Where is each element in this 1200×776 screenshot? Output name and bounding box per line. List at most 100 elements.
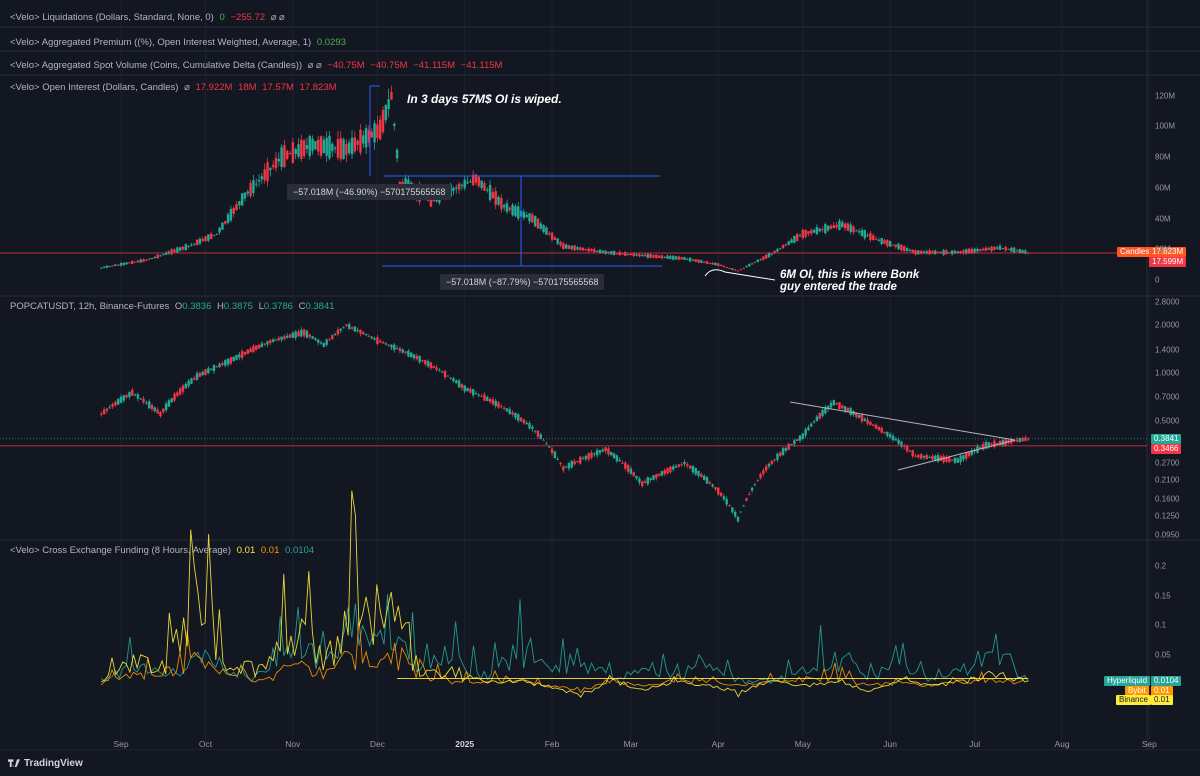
oi-candle [280, 147, 283, 168]
hyperliquid-badge-name: Hyperliquid [1104, 676, 1151, 686]
price-candle [364, 333, 368, 336]
price-candle [666, 467, 669, 474]
price-candle [1024, 437, 1027, 441]
price-candle [962, 454, 965, 460]
oi-candle [925, 251, 928, 254]
tradingview-brand: TradingView [24, 758, 83, 769]
oi-candle [542, 225, 545, 233]
y-tick-label: 0 [1155, 275, 1160, 285]
price-candle [903, 445, 906, 447]
oi-candle [319, 136, 323, 156]
funding-legend[interactable]: <Velo> Cross Exchange Funding (8 Hours, … [10, 545, 317, 556]
price-candle [387, 344, 390, 346]
x-tick-label: Jun [883, 739, 897, 749]
price-candle [274, 339, 278, 341]
price-candle [102, 409, 106, 415]
price-candle [173, 393, 176, 401]
oi-candle [460, 184, 464, 186]
price-candle [559, 462, 562, 465]
oi-candle [657, 255, 661, 258]
price-candle [100, 413, 103, 415]
oi-candle [562, 243, 565, 250]
oi-candle [970, 248, 974, 253]
price-candle [297, 331, 300, 337]
price-candle [457, 380, 461, 388]
oi-candle [122, 262, 126, 265]
oi-candle [322, 139, 326, 154]
price-candle [147, 401, 151, 409]
oi-candle [652, 255, 655, 258]
price-candle [697, 470, 700, 476]
spot-volume-legend[interactable]: <Velo> Aggregated Spot Volume (Coins, Cu… [10, 60, 505, 71]
x-tick-label: May [794, 739, 811, 749]
oi-candle [136, 260, 140, 263]
price-candle [635, 475, 638, 479]
price-candle [409, 352, 413, 358]
price-candle [790, 444, 793, 446]
oi-candle [770, 253, 774, 255]
tradingview-logo[interactable]: TradingView [8, 758, 83, 769]
oi-candle [598, 249, 602, 254]
price-candle [612, 453, 616, 459]
price-candle [770, 460, 774, 465]
price-candle [945, 456, 948, 462]
premium-legend[interactable]: <Velo> Aggregated Premium ((%), Open Int… [10, 37, 349, 48]
price-candle [319, 342, 323, 344]
y-tick-label: 2.0000 [1155, 320, 1180, 330]
price-candle [201, 371, 204, 376]
price-candle [728, 505, 731, 507]
price-candle [759, 473, 762, 479]
oi-candle [897, 243, 900, 250]
price-candle [153, 407, 157, 411]
oi-candle [593, 249, 596, 253]
price-candle [618, 459, 621, 462]
premium-title: <Velo> Aggregated Premium ((%), Open Int… [10, 37, 312, 48]
price-candle [717, 487, 720, 495]
entry-annotation-line1: 6M OI, this is where Bonk [780, 269, 920, 281]
price-candle [928, 456, 931, 458]
price-candle [756, 479, 759, 481]
price-candle [573, 461, 576, 465]
funding-v3: 0.0104 [285, 545, 315, 556]
oi-candle [162, 254, 165, 256]
price-candle [271, 339, 275, 342]
liquidations-legend[interactable]: <Velo> Liquidations (Dollars, Standard, … [10, 12, 288, 23]
price-candle [855, 412, 858, 418]
price-candle [178, 388, 182, 395]
y-tick-label: 40M [1155, 214, 1171, 224]
price-candle [722, 496, 726, 500]
oi-legend[interactable]: <Velo> Open Interest (Dollars, Candles) … [10, 82, 340, 93]
price-candle [998, 440, 1002, 446]
oi-candle [708, 263, 712, 265]
oi-candle [643, 254, 647, 257]
oi-candle [229, 208, 233, 221]
oi-candle [621, 253, 624, 255]
price-candle [362, 332, 365, 335]
oi-candle [195, 239, 199, 246]
oi-candle [314, 141, 317, 150]
oi-candle [722, 265, 726, 268]
price-candle [139, 398, 142, 400]
oi-candle [528, 213, 531, 222]
price-candle [311, 336, 314, 339]
oi-candle [215, 233, 218, 235]
oi-candle [133, 261, 137, 263]
oi-candle [331, 143, 334, 152]
oi-candle [328, 135, 331, 159]
price-candle [973, 450, 976, 452]
x-tick-label: Nov [285, 739, 301, 749]
oi-series-badge: Candles [1117, 247, 1153, 257]
price-title: POPCATUSDT, 12h, Binance-Futures [10, 301, 170, 312]
oi-candle [249, 183, 252, 197]
price-legend[interactable]: POPCATUSDT, 12h, Binance-Futures O0.3836… [10, 301, 338, 312]
oi-candle [756, 259, 759, 263]
oi-candle [139, 259, 142, 263]
price-candle [432, 365, 435, 368]
oi-candle [846, 223, 850, 231]
price-candle [294, 331, 297, 338]
price-candle [443, 370, 447, 378]
oi-candle [928, 250, 931, 255]
price-candle [897, 439, 900, 444]
price-candle [322, 343, 326, 347]
oi-candle [531, 214, 534, 223]
